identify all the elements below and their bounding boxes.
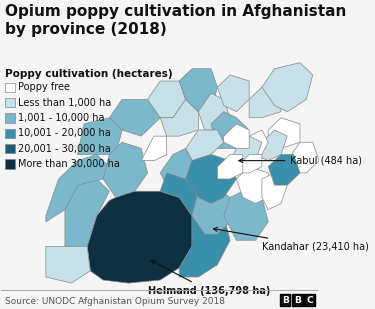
Polygon shape bbox=[217, 154, 243, 179]
FancyBboxPatch shape bbox=[4, 144, 15, 153]
Text: Kabul (484 ha): Kabul (484 ha) bbox=[239, 156, 363, 166]
Polygon shape bbox=[192, 185, 230, 234]
Polygon shape bbox=[186, 154, 237, 204]
Polygon shape bbox=[262, 63, 313, 112]
Text: 1,001 - 10,000 ha: 1,001 - 10,000 ha bbox=[18, 113, 105, 123]
Polygon shape bbox=[46, 154, 110, 222]
FancyBboxPatch shape bbox=[4, 129, 15, 138]
Polygon shape bbox=[249, 130, 268, 154]
Text: Kandahar (23,410 ha): Kandahar (23,410 ha) bbox=[213, 227, 369, 251]
Text: Poppy cultivation (hectares): Poppy cultivation (hectares) bbox=[4, 69, 172, 79]
Polygon shape bbox=[160, 173, 198, 216]
Text: Poppy free: Poppy free bbox=[18, 83, 70, 92]
FancyBboxPatch shape bbox=[280, 294, 291, 307]
FancyBboxPatch shape bbox=[292, 294, 303, 307]
Polygon shape bbox=[237, 167, 268, 204]
FancyBboxPatch shape bbox=[4, 98, 15, 107]
Polygon shape bbox=[46, 246, 90, 283]
Text: 10,001 - 20,000 ha: 10,001 - 20,000 ha bbox=[18, 128, 111, 138]
Polygon shape bbox=[160, 148, 192, 185]
Polygon shape bbox=[110, 99, 160, 136]
Polygon shape bbox=[103, 142, 147, 197]
FancyBboxPatch shape bbox=[4, 113, 15, 123]
Text: More than 30,000 ha: More than 30,000 ha bbox=[18, 159, 120, 169]
Text: Helmand (136,798 ha): Helmand (136,798 ha) bbox=[147, 260, 270, 296]
Polygon shape bbox=[268, 118, 300, 148]
Polygon shape bbox=[237, 154, 262, 173]
FancyBboxPatch shape bbox=[4, 159, 15, 169]
Text: C: C bbox=[306, 296, 313, 305]
Text: Source: UNODC Afghanistan Opium Survey 2018: Source: UNODC Afghanistan Opium Survey 2… bbox=[4, 297, 225, 306]
Polygon shape bbox=[87, 191, 192, 283]
Text: B: B bbox=[294, 296, 301, 305]
Polygon shape bbox=[224, 124, 249, 148]
Polygon shape bbox=[268, 154, 300, 185]
Polygon shape bbox=[179, 206, 230, 277]
Text: Opium poppy cultivation in Afghanistan
by province (2018): Opium poppy cultivation in Afghanistan b… bbox=[4, 4, 346, 37]
Polygon shape bbox=[262, 173, 287, 210]
Polygon shape bbox=[255, 130, 287, 161]
Polygon shape bbox=[198, 93, 230, 130]
Polygon shape bbox=[224, 191, 268, 240]
Polygon shape bbox=[249, 87, 281, 118]
Polygon shape bbox=[287, 142, 319, 173]
Text: B: B bbox=[282, 296, 289, 305]
Polygon shape bbox=[78, 118, 122, 154]
Polygon shape bbox=[141, 136, 166, 161]
Polygon shape bbox=[217, 75, 249, 112]
Polygon shape bbox=[230, 136, 262, 167]
Polygon shape bbox=[179, 69, 218, 112]
Polygon shape bbox=[186, 130, 224, 161]
Text: 20,001 - 30,000 ha: 20,001 - 30,000 ha bbox=[18, 144, 111, 154]
FancyBboxPatch shape bbox=[304, 294, 315, 307]
FancyBboxPatch shape bbox=[4, 83, 15, 92]
Polygon shape bbox=[65, 179, 110, 246]
Polygon shape bbox=[160, 99, 198, 136]
Polygon shape bbox=[147, 81, 186, 118]
Polygon shape bbox=[211, 112, 249, 148]
Text: Less than 1,000 ha: Less than 1,000 ha bbox=[18, 98, 111, 108]
